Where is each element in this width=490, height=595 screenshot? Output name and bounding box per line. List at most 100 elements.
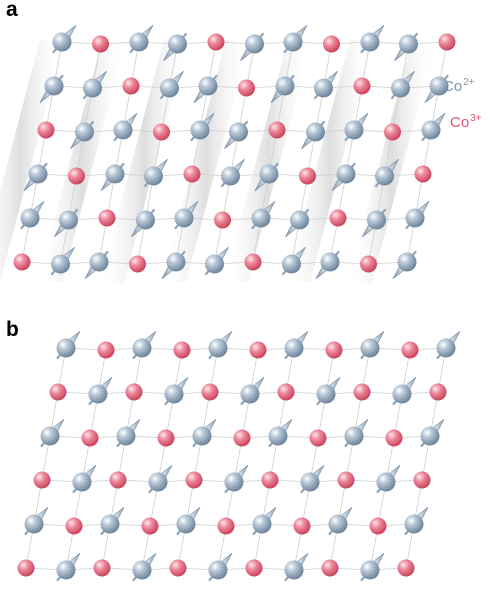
co3-plus-ion	[360, 255, 377, 273]
co2-plus-sphere	[40, 426, 60, 446]
co3-plus-ion	[299, 167, 316, 185]
co2-plus-sphere	[89, 252, 109, 272]
co3-plus-ion	[244, 253, 262, 271]
co2-plus-ion-with-spin	[424, 74, 449, 104]
co2-plus-sphere	[284, 560, 304, 580]
co3-plus-ion	[37, 121, 55, 139]
co2-plus-ion-with-spin	[360, 330, 385, 360]
co3-plus-ion	[17, 559, 35, 577]
co3-plus-ion	[321, 559, 339, 577]
co2-plus-sphere	[429, 76, 449, 96]
co2-plus-ion-with-spin	[394, 32, 419, 62]
co3-plus-ion	[141, 517, 159, 535]
co2-plus-ion-with-spin	[39, 74, 64, 104]
co2-plus-ion-with-spin	[392, 376, 417, 406]
co3-plus-ion	[369, 517, 387, 535]
co3-plus-ion	[329, 209, 347, 227]
co2-plus-ion-with-spin	[163, 32, 188, 62]
co2-plus-sphere	[205, 254, 224, 274]
co2-plus-sphere	[336, 164, 356, 184]
co2-plus-ion-with-spin	[331, 162, 356, 192]
co2-plus-sphere	[208, 560, 228, 580]
co3-plus-ion	[429, 383, 447, 401]
co2-plus-ion-with-spin	[132, 330, 157, 360]
co3-plus-ion	[353, 383, 371, 401]
co3-plus-ion	[65, 517, 83, 535]
co2-plus-ion-with-spin	[50, 246, 75, 276]
co2-plus-sphere	[190, 120, 210, 140]
co3-plus-ion	[157, 429, 175, 447]
co2-plus-ion-with-spin	[254, 162, 279, 192]
co2-plus-sphere	[392, 384, 412, 404]
co2-plus-ion-with-spin	[224, 464, 249, 494]
co3-plus-ion	[293, 517, 311, 535]
co3-plus-ion	[323, 35, 340, 53]
panel-a-ions	[13, 24, 456, 280]
co2-plus-ion-with-spin	[204, 246, 229, 276]
co2-plus-sphere	[252, 514, 272, 534]
co3-plus-ion	[397, 559, 415, 577]
co2-plus-sphere	[282, 254, 301, 274]
co2-plus-ion-with-spin	[131, 208, 156, 238]
legend-co2-plus: Co2+	[443, 77, 475, 95]
co2-plus-sphere	[132, 338, 152, 358]
legend-co3-charge: 3+	[470, 113, 482, 124]
co3-plus-ion	[129, 255, 146, 273]
co2-plus-sphere	[360, 338, 380, 358]
co3-plus-ion	[33, 471, 51, 489]
background-stripe	[224, 40, 312, 282]
co2-plus-ion-with-spin	[143, 158, 168, 188]
co2-plus-ion-with-spin	[421, 112, 446, 142]
co2-plus-sphere	[300, 472, 320, 492]
co2-plus-ion-with-spin	[328, 506, 353, 536]
co2-plus-sphere	[28, 164, 48, 184]
co3-plus-ion	[97, 341, 115, 359]
co2-plus-ion-with-spin	[70, 120, 95, 150]
co2-plus-ion-with-spin	[268, 418, 293, 448]
co2-plus-ion-with-spin	[392, 250, 417, 280]
co3-plus-ion	[413, 471, 431, 489]
co2-plus-ion-with-spin	[129, 24, 154, 54]
co2-plus-sphere	[56, 560, 76, 580]
co2-plus-ion-with-spin	[362, 208, 387, 238]
co2-plus-sphere	[129, 32, 149, 52]
co2-plus-sphere	[404, 514, 424, 534]
co3-plus-ion	[384, 123, 401, 141]
co3-plus-ion	[249, 341, 267, 359]
co2-plus-ion-with-spin	[148, 464, 173, 494]
panel-label-b: b	[6, 318, 19, 341]
co2-plus-ion-with-spin	[40, 418, 65, 448]
co2-plus-sphere	[240, 384, 260, 404]
co2-plus-ion-with-spin	[283, 24, 308, 54]
co2-plus-sphere	[132, 560, 152, 580]
co2-plus-sphere	[420, 426, 440, 446]
co2-plus-sphere	[251, 208, 271, 228]
co2-plus-sphere	[174, 208, 194, 228]
co2-plus-sphere	[405, 208, 425, 228]
co2-plus-ion-with-spin	[220, 158, 245, 188]
co2-plus-sphere	[148, 472, 168, 492]
co2-plus-ion-with-spin	[284, 330, 309, 360]
co2-plus-ion-with-spin	[376, 464, 401, 494]
co3-plus-ion	[185, 471, 203, 489]
co2-plus-ion-with-spin	[176, 506, 201, 536]
co2-plus-sphere	[275, 76, 295, 96]
co2-plus-ion-with-spin	[164, 376, 189, 406]
co2-plus-ion-with-spin	[224, 120, 249, 150]
co2-plus-sphere	[344, 426, 364, 446]
co2-plus-ion-with-spin	[284, 552, 309, 582]
co2-plus-ion-with-spin	[360, 552, 385, 582]
co2-plus-ion-with-spin	[82, 70, 107, 100]
legend-co2-base: Co	[443, 78, 463, 95]
co2-plus-ion-with-spin	[132, 552, 157, 582]
co2-plus-sphere	[198, 76, 218, 96]
co2-plus-sphere	[306, 122, 325, 142]
panel-label-a: a	[6, 0, 18, 21]
co2-plus-ion-with-spin	[56, 552, 81, 582]
co3-plus-ion	[438, 33, 456, 51]
co2-plus-sphere	[88, 384, 108, 404]
co2-plus-ion-with-spin	[360, 24, 385, 54]
co2-plus-ion-with-spin	[159, 70, 184, 100]
co3-plus-ion	[325, 341, 343, 359]
